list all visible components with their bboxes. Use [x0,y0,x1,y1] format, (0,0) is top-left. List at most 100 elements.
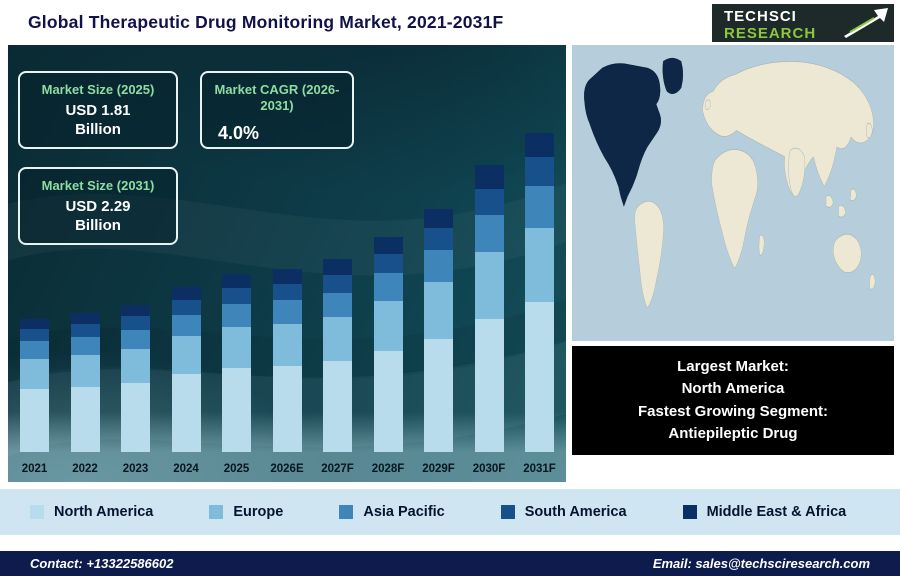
bar-segment-south-america [121,316,150,330]
market-chart: Market Size (2025) USD 1.81 Billion Mark… [8,45,566,482]
bar-segment-middle-east-africa [272,269,302,284]
continent-south-america [634,200,664,309]
logo-arrow-icon [844,8,888,38]
island-madagascar [758,234,765,256]
bar-segment-north-america [222,368,251,452]
x-axis-label-2021: 2021 [21,463,48,475]
bar-segment-south-america [323,274,352,293]
continent-north-america-highlighted [584,63,662,207]
bar-segment-asia-pacific [424,250,453,283]
callout-label: Market Size (2031) [41,178,155,193]
brand-name-secondary: Research [724,25,817,42]
legend-item-europe: Europe [209,504,283,520]
bar-segment-south-america [171,300,201,315]
bar-segment-south-america [424,228,453,251]
stacked-bar-2025 [222,274,251,452]
bar-segment-north-america [373,350,403,452]
page-title: Global Therapeutic Drug Monitoring Marke… [28,12,504,32]
stacked-bar-2031f [525,133,554,452]
callout-label: Market CAGR (2026-2031) [214,82,340,114]
stacked-bar-2028f [373,236,403,452]
callout-market-cagr: Market CAGR (2026-2031) 4.0% [200,71,354,149]
stacked-bar-2021 [20,319,49,452]
world-map-svg [572,45,894,341]
bar-segment-north-america [171,374,201,452]
bar-segment-asia-pacific [222,303,251,328]
bar-segment-middle-east-africa [70,313,100,325]
bar-segment-asia-pacific [171,314,201,336]
bar-segment-north-america [20,389,49,452]
bar-segment-south-america [222,287,251,304]
x-axis-label-2028f: 2028F [371,463,405,475]
islands-southeast-asia [825,188,857,218]
x-axis-label-2022: 2022 [72,463,98,475]
x-axis-label-2027f: 2027F [321,463,354,475]
world-map [572,45,894,341]
bar-segment-europe [70,354,100,387]
bar-segment-north-america [474,318,504,452]
stacked-bar-2024 [171,287,201,452]
legend-swatch-icon [682,505,697,519]
stacked-bars-area [8,133,566,452]
continent-eurasia [702,61,874,195]
bar-segment-asia-pacific [20,341,49,359]
bar-segment-asia-pacific [525,186,554,228]
island-uk [705,99,711,110]
bar-segment-south-america [20,329,49,342]
callout-label: Market Size (2025) [41,82,155,97]
x-axis-label-2031f: 2031F [523,463,556,475]
bar-segment-north-america [272,366,302,452]
legend-label: Middle East & Africa [706,504,847,520]
bar-segment-north-america [525,301,554,452]
legend-item-south-america: South America [500,504,627,520]
bar-segment-asia-pacific [272,300,302,325]
island-greenland-highlighted [662,57,684,94]
callout-value: 4.0% [218,122,260,143]
stacked-bar-2029f [424,208,453,452]
bar-segment-europe [20,358,49,390]
bar-segment-europe [474,252,504,319]
x-axis-label-2023: 2023 [122,463,149,475]
bar-segment-europe [323,317,352,362]
bar-segment-europe [222,327,251,369]
bar-segment-north-america [70,386,100,452]
bar-segment-north-america [121,382,150,452]
bar-segment-middle-east-africa [474,165,504,189]
bar-segment-europe [424,282,453,339]
callout-value: USD 2.29 [65,198,131,216]
bar-segment-north-america [424,338,453,452]
bar-segment-middle-east-africa [373,236,403,254]
x-axis-labels: 2021 2022 2023 2024 2025 2026E 2027F 2028F 2029F… [8,463,566,475]
bar-segment-middle-east-africa [222,274,251,288]
email-info: Email: sales@techsciresearch.com [652,556,870,571]
island-japan [866,122,873,139]
legend-item-middle-east-africa: Middle East & Africa [682,504,847,520]
continent-australia [832,233,862,273]
callout-market-size-2025: Market Size (2025) USD 1.81 Billion [18,71,178,149]
callout-value: USD 1.81 [65,102,131,120]
x-axis-label-2030f: 2030F [472,463,506,475]
largest-market-value: North America [681,380,785,397]
brand-name-primary: TechSci [724,8,797,25]
bar-segment-south-america [474,188,504,215]
stacked-bar-2022 [70,313,100,452]
bar-segment-europe [525,227,554,302]
legend-item-asia-pacific: Asia Pacific [339,504,445,520]
bar-segment-europe [373,301,403,351]
bar-segment-asia-pacific [373,272,403,302]
contact-info: Contact: +13322586602 [30,556,174,571]
legend-label: North America [54,504,154,520]
bar-segment-middle-east-africa [323,259,352,275]
market-facts: Largest Market: North America Fastest Gr… [572,346,894,455]
bar-segment-middle-east-africa [171,287,201,301]
bar-segment-europe [121,349,150,383]
legend-label: Europe [233,504,284,520]
bar-segment-europe [272,324,302,367]
bar-segment-south-america [373,253,403,273]
x-axis-label-2029f: 2029F [422,463,455,475]
legend-label: South America [524,504,627,520]
bar-segment-asia-pacific [121,329,150,350]
stacked-bar-2023 [121,304,150,452]
brand-logo: TechSci Research from NOW to NEXT [712,4,894,42]
